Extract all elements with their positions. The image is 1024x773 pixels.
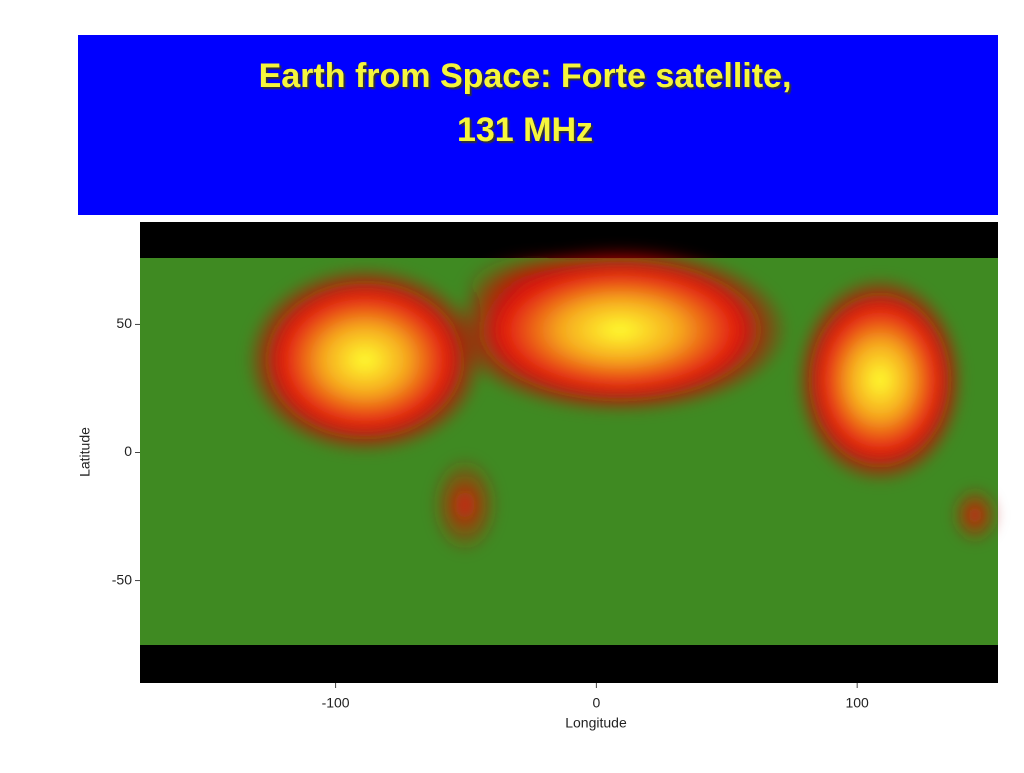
x-tick-label: 100 bbox=[845, 695, 869, 711]
x-axis-label: Longitude bbox=[565, 715, 627, 731]
y-tick-label: -50 bbox=[112, 571, 132, 587]
slide-subtitle: 131 MHz bbox=[457, 111, 593, 149]
y-axis-label: Latitude bbox=[77, 427, 93, 477]
y-tick-label: 0 bbox=[124, 443, 132, 459]
y-tick-label: 50 bbox=[116, 315, 132, 331]
title-banner bbox=[78, 35, 998, 215]
slide-title: Earth from Space: Forte satellite, bbox=[259, 57, 792, 95]
heatmap-image bbox=[140, 222, 1000, 683]
x-tick-label: 0 bbox=[592, 695, 600, 711]
x-tick-label: -100 bbox=[322, 695, 350, 711]
